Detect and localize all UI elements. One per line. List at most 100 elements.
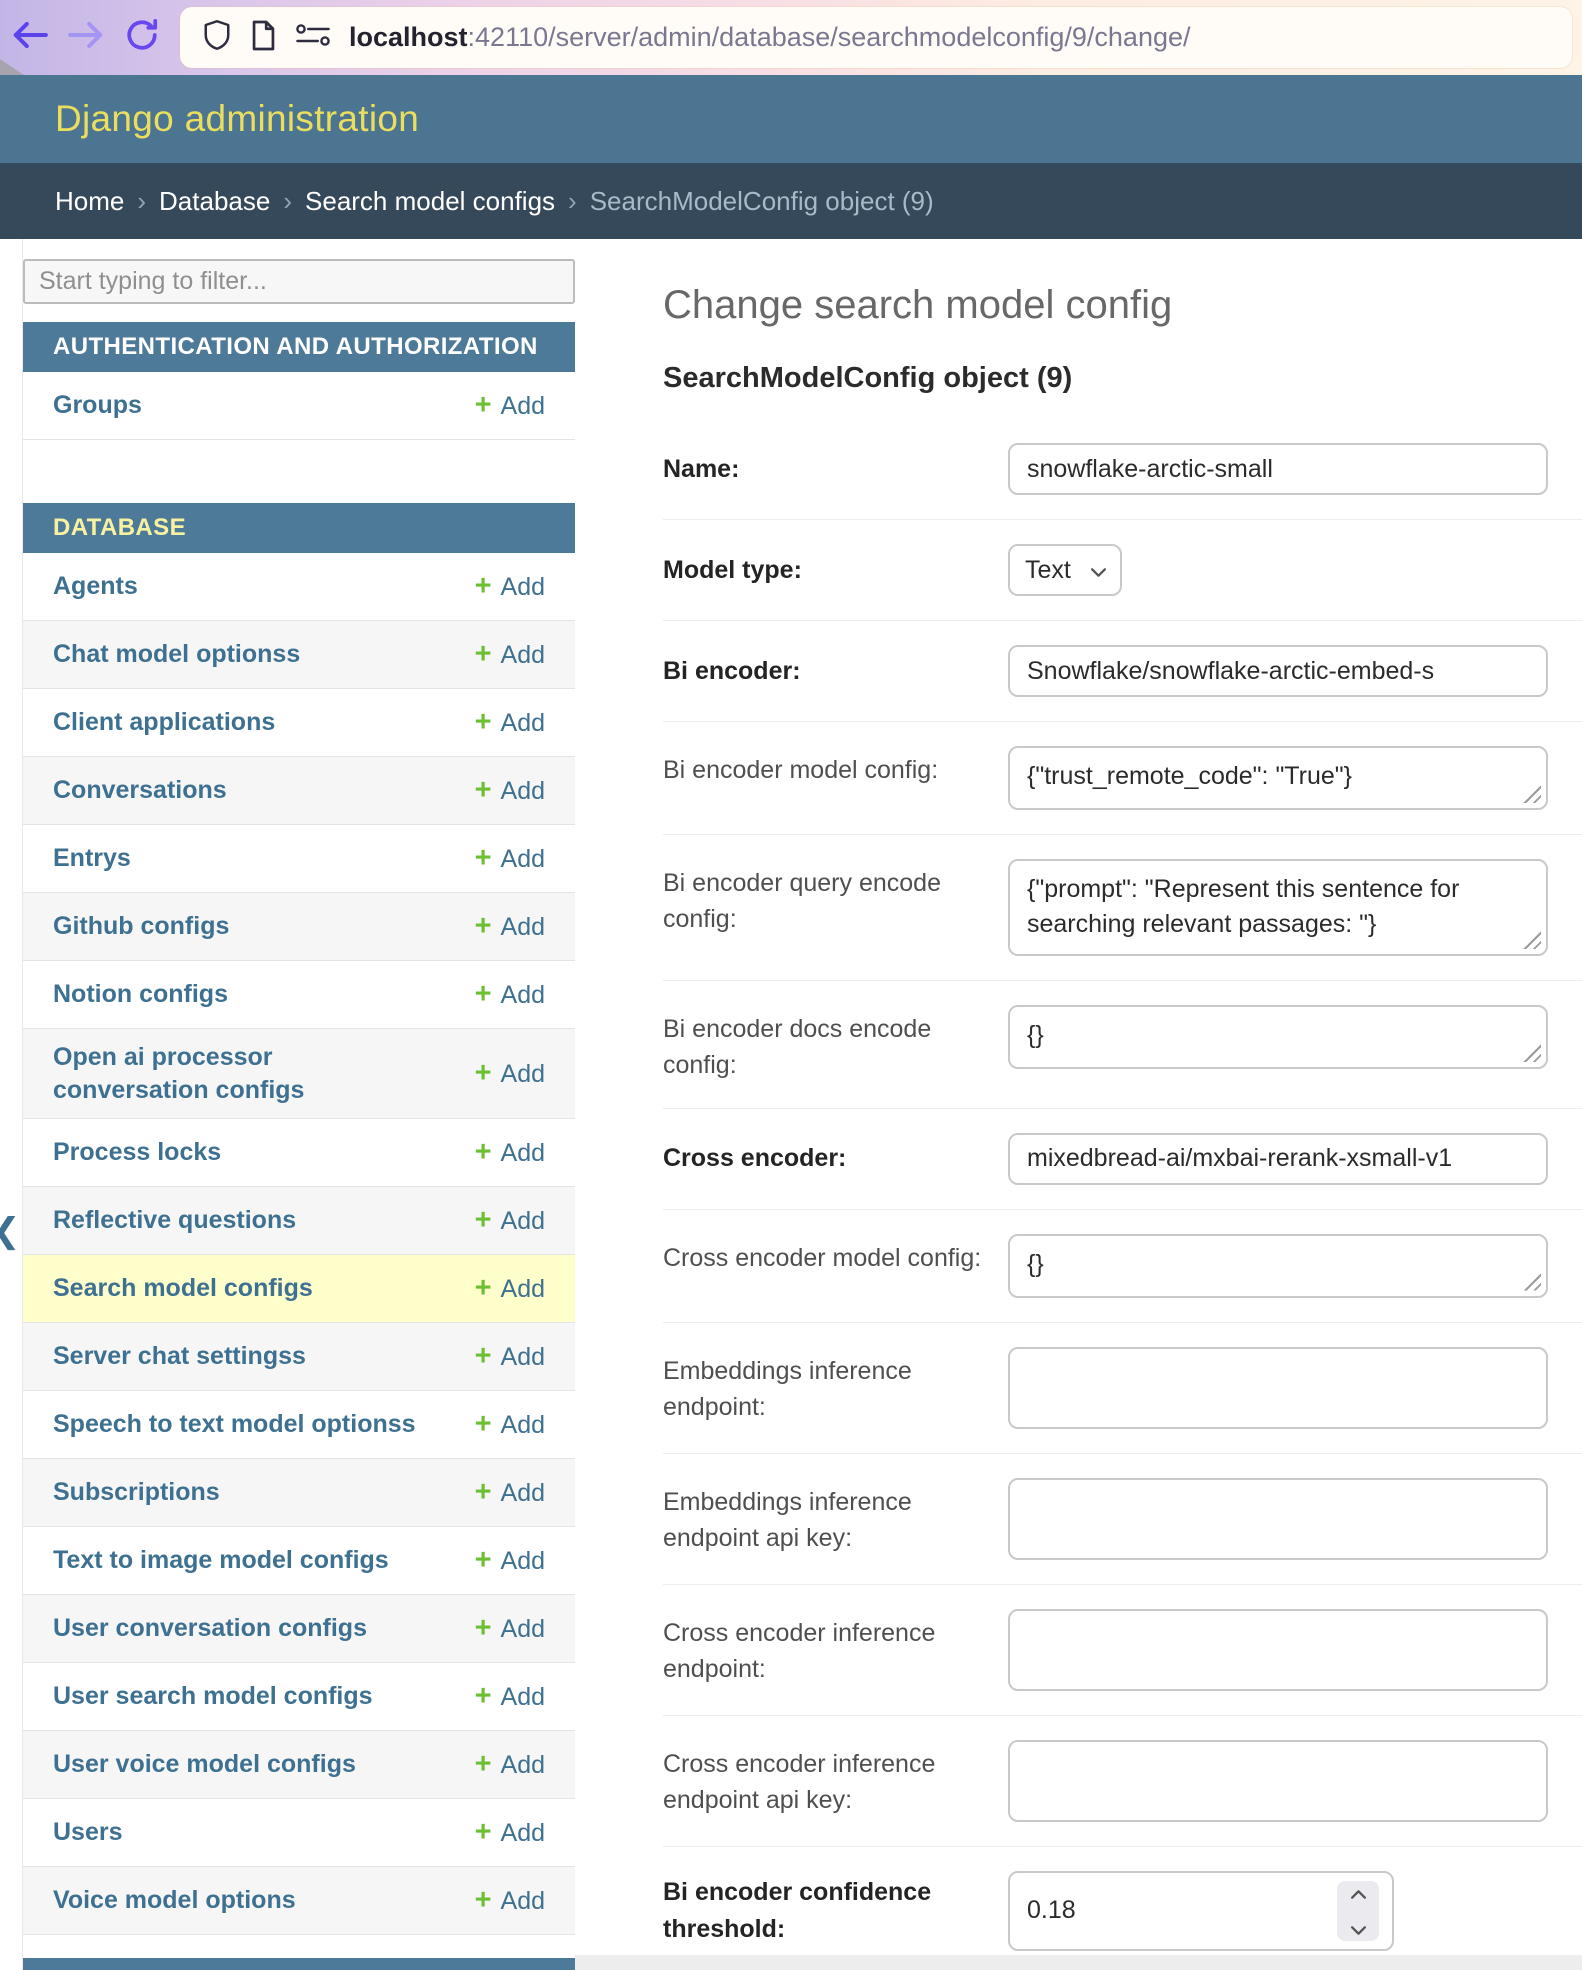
- sidebar-item-user-conversation-configs[interactable]: User conversation configs + Add: [23, 1595, 575, 1663]
- sidebar-item-user-voice-model-configs[interactable]: User voice model configs + Add: [23, 1731, 575, 1799]
- reload-button[interactable]: [116, 12, 168, 64]
- sidebar-item-link[interactable]: Agents: [53, 572, 138, 601]
- sidebar-item-link[interactable]: Subscriptions: [53, 1478, 220, 1507]
- chevron-down-icon: [1090, 556, 1107, 585]
- sidebar-filter-input[interactable]: [23, 259, 575, 304]
- json-textarea[interactable]: {"trust_remote_code": "True"}: [1008, 746, 1548, 810]
- sidebar-item-groups[interactable]: Groups + Add: [23, 372, 575, 440]
- resize-handle[interactable]: [1523, 931, 1541, 949]
- sidebar-item-link[interactable]: User search model configs: [53, 1682, 373, 1711]
- sidebar-add-link[interactable]: + Add: [475, 707, 545, 738]
- sidebar-item-link[interactable]: Chat model optionss: [53, 640, 301, 669]
- sidebar-item-link[interactable]: Notion configs: [53, 980, 228, 1009]
- sidebar-add-link[interactable]: + Add: [475, 1681, 545, 1712]
- sidebar-item-open-ai-processor-conversation-configs[interactable]: Open ai processor conversation configs + A…: [23, 1029, 575, 1119]
- resize-handle[interactable]: [1523, 785, 1541, 803]
- sidebar-item-link[interactable]: Users: [53, 1818, 123, 1847]
- sidebar-item-github-configs[interactable]: Github configs + Add: [23, 893, 575, 961]
- sidebar-item-link[interactable]: Process locks: [53, 1138, 222, 1167]
- sidebar-item-reflective-questions[interactable]: Reflective questions + Add: [23, 1187, 575, 1255]
- stepper-down-icon[interactable]: [1350, 1914, 1367, 1943]
- sidebar-item-link[interactable]: Text to image model configs: [53, 1546, 389, 1575]
- sidebar-add-link[interactable]: + Add: [475, 1273, 545, 1304]
- breadcrumb-link[interactable]: Search model configs: [305, 185, 556, 216]
- sidebar-add-link[interactable]: + Add: [475, 639, 545, 670]
- sidebar-add-link[interactable]: + Add: [475, 1817, 545, 1848]
- url-bar[interactable]: localhost:42110/server/admin/database/se…: [180, 7, 1572, 68]
- sidebar-item-link[interactable]: Groups: [53, 391, 142, 420]
- document-icon[interactable]: [250, 19, 277, 57]
- number-stepper[interactable]: [1337, 1878, 1379, 1943]
- plus-icon: +: [474, 388, 492, 421]
- sidebar-add-link[interactable]: + Add: [475, 1341, 545, 1372]
- sidebar-item-speech-to-text-model-optionss[interactable]: Speech to text model optionss + Add: [23, 1391, 575, 1459]
- sidebar-add-link[interactable]: + Add: [475, 1885, 545, 1916]
- sidebar-add-link[interactable]: + Add: [475, 911, 545, 942]
- json-textarea[interactable]: {"prompt": "Represent this sentence for …: [1008, 859, 1548, 956]
- breadcrumb-link[interactable]: Home: [55, 185, 125, 216]
- sidebar-item-search-model-configs[interactable]: Search model configs + Add: [23, 1255, 575, 1323]
- text-input[interactable]: snowflake-arctic-small: [1008, 443, 1548, 495]
- sidebar-item-link[interactable]: Open ai processor conversation configs: [53, 1043, 305, 1104]
- sidebar-item-link[interactable]: Client applications: [53, 708, 276, 737]
- site-settings-icon[interactable]: [295, 23, 331, 52]
- url-text[interactable]: localhost:42110/server/admin/database/se…: [349, 22, 1191, 53]
- field-area: {}: [1008, 1005, 1548, 1069]
- resize-handle[interactable]: [1523, 1044, 1541, 1062]
- sidebar-add-link[interactable]: + Add: [474, 388, 545, 421]
- sidebar-add-link[interactable]: + Add: [475, 1613, 545, 1644]
- sidebar-item-entrys[interactable]: Entrys + Add: [23, 825, 575, 893]
- sidebar-item-subscriptions[interactable]: Subscriptions + Add: [23, 1459, 575, 1527]
- sidebar-item-users[interactable]: Users + Add: [23, 1799, 575, 1867]
- resize-handle[interactable]: [1523, 1272, 1541, 1291]
- sidebar-add-link[interactable]: + Add: [475, 775, 545, 806]
- sidebar-item-link[interactable]: User conversation configs: [53, 1614, 367, 1643]
- sidebar-item-link[interactable]: Entrys: [53, 844, 131, 873]
- stepper-up-icon[interactable]: [1350, 1878, 1367, 1907]
- text-input[interactable]: mixedbread-ai/mxbai-rerank-xsmall-v1: [1008, 1132, 1548, 1185]
- sidebar-add-link[interactable]: + Add: [475, 1545, 545, 1576]
- sidebar-item-link[interactable]: Speech to text model optionss: [53, 1410, 416, 1439]
- sidebar-add-link[interactable]: + Add: [475, 979, 545, 1010]
- app-title[interactable]: Django administration: [55, 98, 420, 139]
- sidebar-add-link[interactable]: + Add: [475, 1058, 545, 1089]
- sidebar-add-link[interactable]: + Add: [475, 571, 545, 602]
- sidebar-add-link[interactable]: + Add: [475, 843, 545, 874]
- shield-icon[interactable]: [202, 18, 232, 57]
- empty-input[interactable]: [1008, 1739, 1548, 1822]
- sidebar-add-link[interactable]: + Add: [475, 1749, 545, 1780]
- number-input[interactable]: 0.18: [1008, 1870, 1394, 1951]
- sidebar-item-notion-configs[interactable]: Notion configs + Add: [23, 961, 575, 1029]
- sidebar-item-link[interactable]: User voice model configs: [53, 1750, 356, 1779]
- sidebar-item-user-search-model-configs[interactable]: User search model configs + Add: [23, 1663, 575, 1731]
- sidebar-item-process-locks[interactable]: Process locks + Add: [23, 1119, 575, 1187]
- sidebar-item-link[interactable]: Github configs: [53, 912, 230, 941]
- empty-input[interactable]: [1008, 1346, 1548, 1429]
- sidebar-add-link[interactable]: + Add: [475, 1477, 545, 1508]
- sidebar-item-server-chat-settingss[interactable]: Server chat settingss + Add: [23, 1323, 575, 1391]
- empty-input[interactable]: [1008, 1608, 1548, 1691]
- sidebar-item-text-to-image-model-configs[interactable]: Text to image model configs + Add: [23, 1527, 575, 1595]
- back-button[interactable]: [4, 12, 56, 64]
- sidebar-item-link[interactable]: Conversations: [53, 776, 227, 805]
- sidebar-item-conversations[interactable]: Conversations + Add: [23, 757, 575, 825]
- sidebar-item-link[interactable]: Search model configs: [53, 1274, 313, 1303]
- json-textarea[interactable]: {}: [1008, 1233, 1548, 1298]
- sidebar-item-client-applications[interactable]: Client applications + Add: [23, 689, 575, 757]
- sidebar-item-link[interactable]: Server chat settingss: [53, 1342, 306, 1371]
- sidebar-add-link[interactable]: + Add: [475, 1409, 545, 1440]
- sidebar-item-voice-model-options[interactable]: Voice model options + Add: [23, 1867, 575, 1935]
- breadcrumb-link[interactable]: Database: [159, 185, 271, 216]
- select-dropdown[interactable]: Text: [1008, 544, 1122, 596]
- sidebar-item-link[interactable]: Voice model options: [53, 1886, 296, 1915]
- sidebar-item-link[interactable]: Reflective questions: [53, 1206, 297, 1235]
- sidebar-collapse-toggle[interactable]: ❮: [0, 1211, 21, 1251]
- text-input[interactable]: Snowflake/snowflake-arctic-embed-s: [1008, 645, 1548, 697]
- json-textarea[interactable]: {}: [1008, 1005, 1548, 1069]
- sidebar-item-agents[interactable]: Agents + Add: [23, 553, 575, 621]
- sidebar-add-link[interactable]: + Add: [475, 1205, 545, 1236]
- sidebar-item-chat-model-optionss[interactable]: Chat model optionss + Add: [23, 621, 575, 689]
- forward-button[interactable]: [60, 12, 112, 64]
- empty-input[interactable]: [1008, 1477, 1548, 1560]
- sidebar-add-link[interactable]: + Add: [475, 1137, 545, 1168]
